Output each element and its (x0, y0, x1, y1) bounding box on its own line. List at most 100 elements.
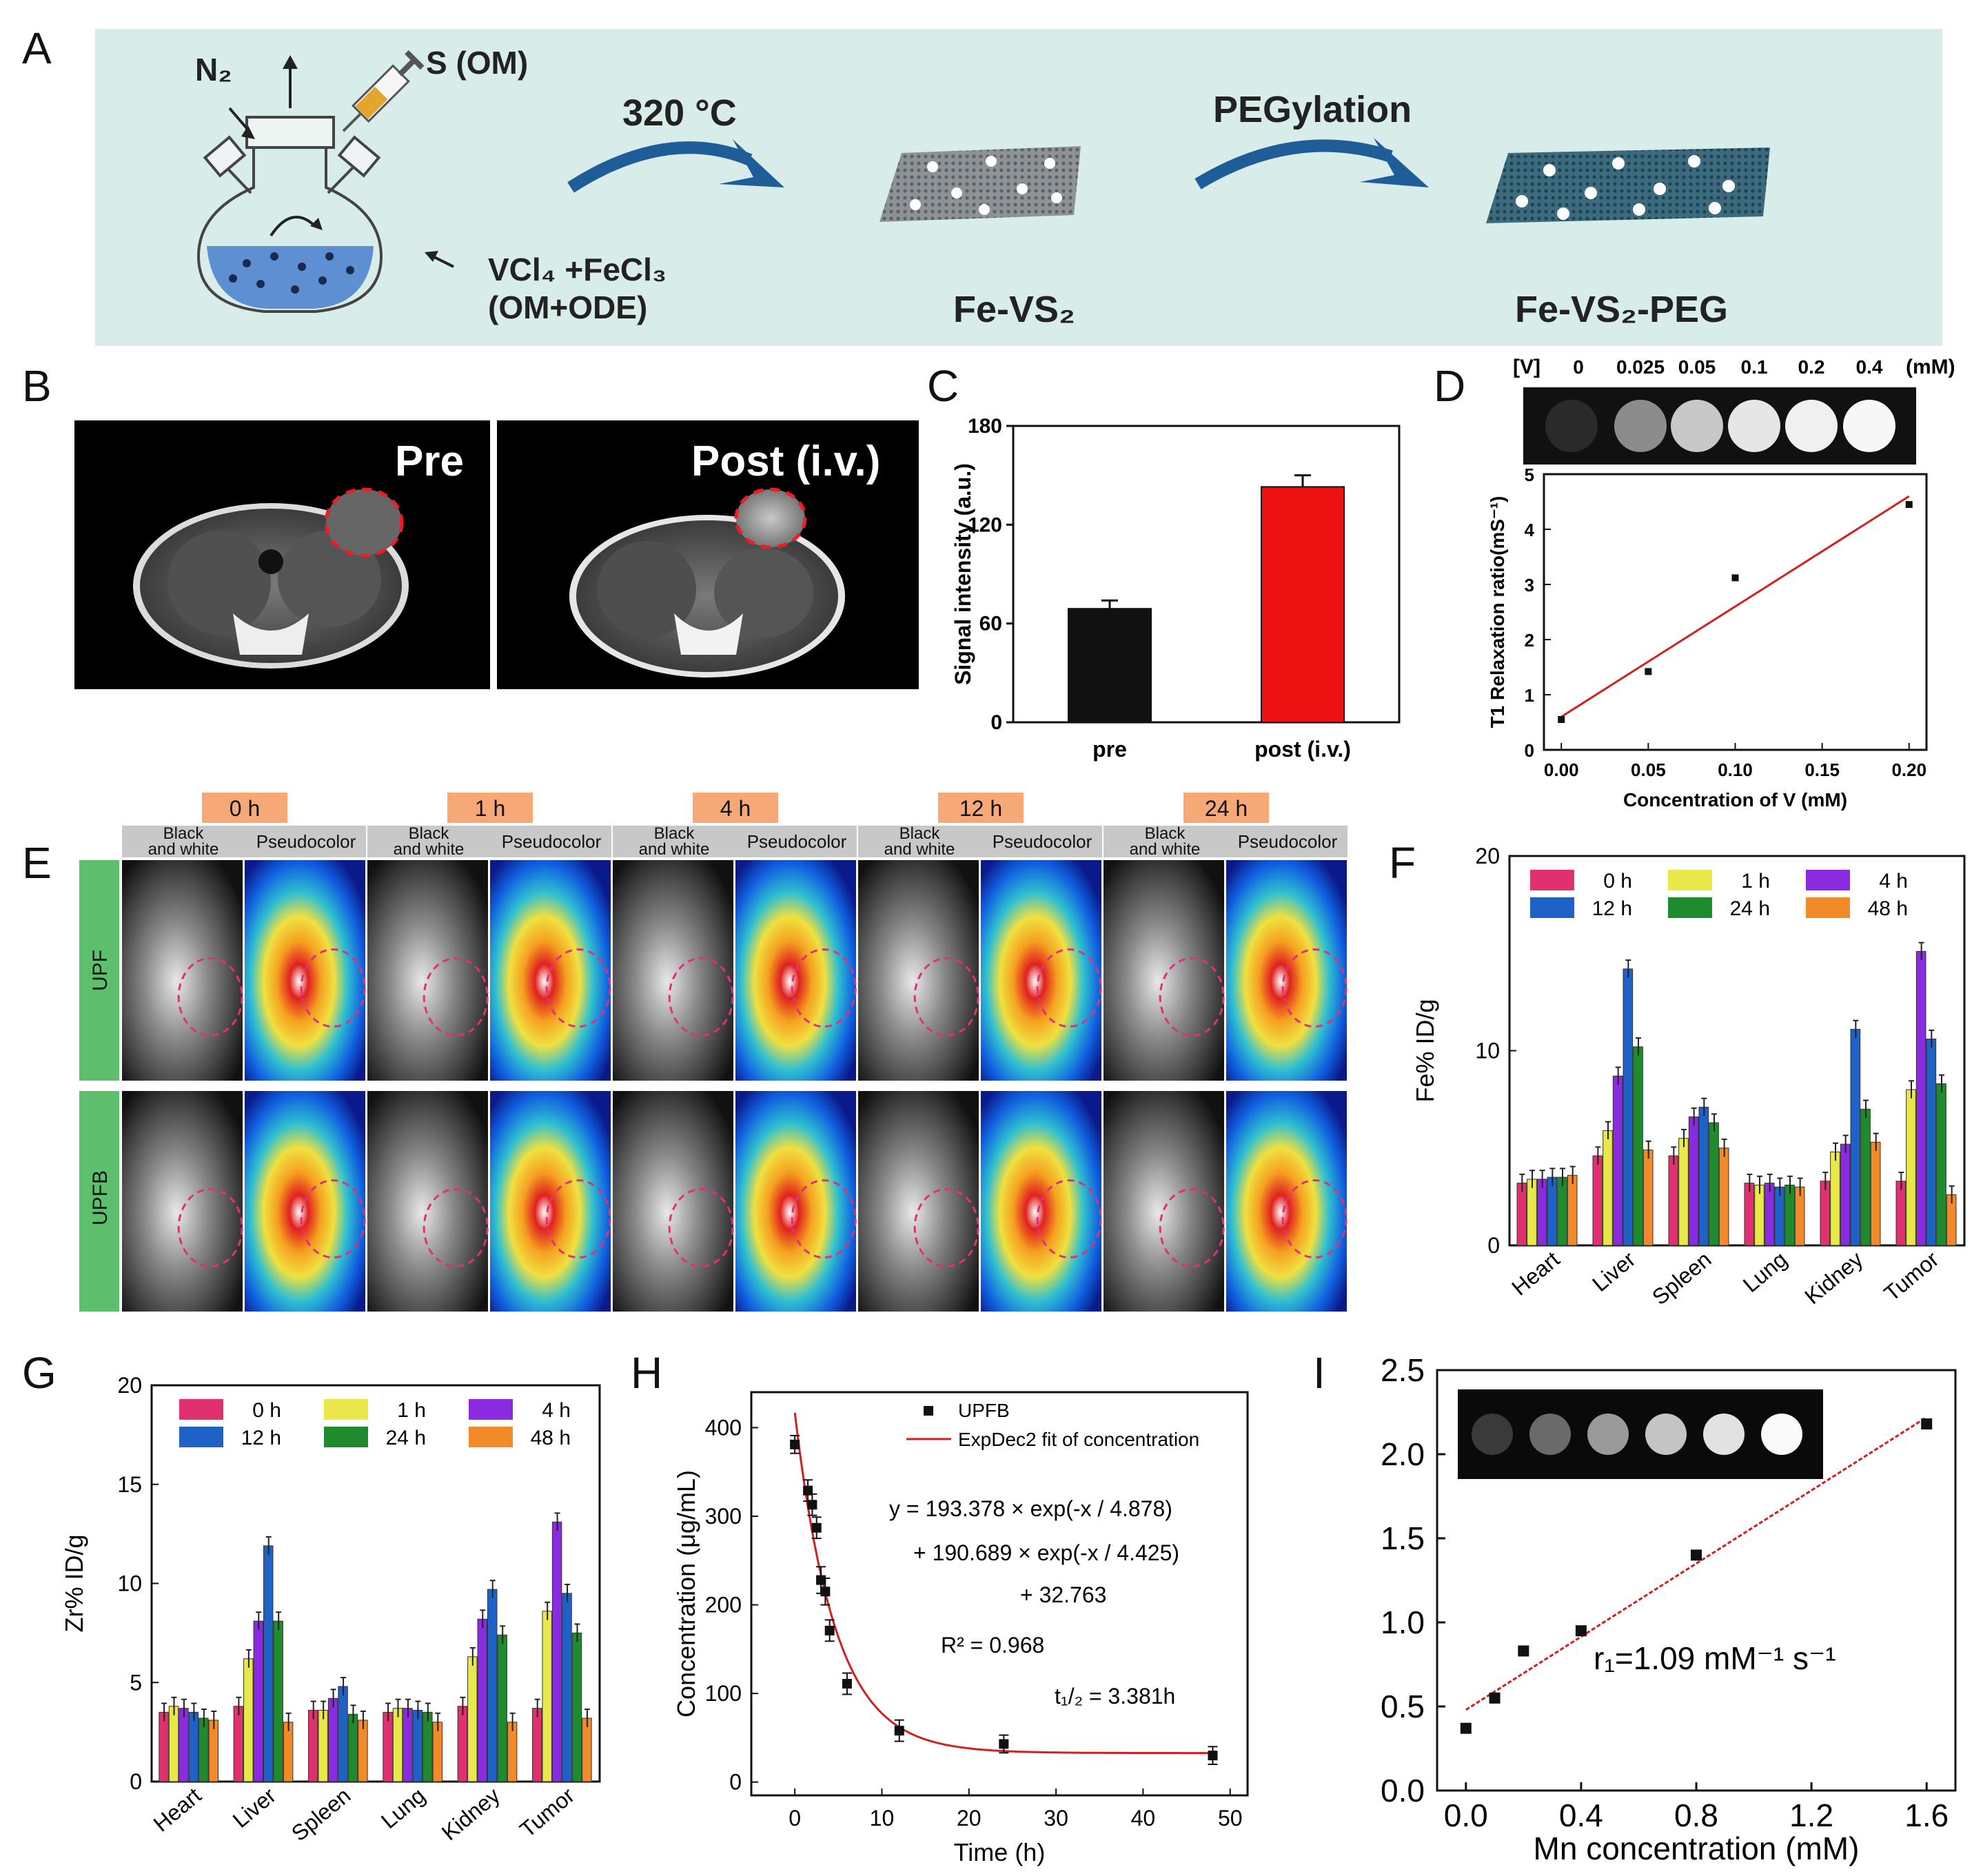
phantom-well (1843, 400, 1895, 452)
y-tick-label: 0 (729, 1770, 742, 1795)
bar-Heart-24h (1557, 1176, 1567, 1246)
bar-Liver-4h (253, 1620, 263, 1782)
row-label: UPFB (89, 1170, 112, 1225)
legend-swatch (1530, 897, 1574, 918)
bar-Heart-0h (1516, 1183, 1527, 1246)
phantom-well (1614, 400, 1667, 452)
legend-label: 24 h (386, 1427, 426, 1449)
bar-Lung-1h (392, 1708, 403, 1782)
legend-swatch (469, 1399, 513, 1420)
tumor-circle (300, 1179, 366, 1259)
legend-label: 48 h (531, 1427, 571, 1449)
phantom-well (1671, 400, 1723, 452)
y-tick-label: 400 (705, 1415, 742, 1440)
tumor-circle (423, 957, 489, 1037)
bar-Kidney-4h (1840, 1143, 1851, 1246)
phantom-well (1728, 400, 1780, 452)
row-label-bg (79, 860, 119, 1081)
x-tick-label: 40 (1131, 1806, 1156, 1831)
x-tick-label: 0.05 (1631, 759, 1666, 780)
x-tick-label: 50 (1218, 1806, 1243, 1831)
x-tick-label: Spleen (1647, 1247, 1716, 1310)
fe-vs2-dopants (910, 156, 1062, 215)
time-tag: 4 h (720, 796, 751, 821)
r-squared: R² = 0.968 (941, 1633, 1044, 1658)
bar-Kidney-12h (487, 1589, 498, 1782)
bar-Tumor-12h (1926, 1039, 1937, 1246)
data-point (1921, 1418, 1933, 1430)
bw-header: and white (884, 840, 955, 859)
panel-label-c: C (927, 361, 959, 411)
pseudocolor-header: Pseudocolor (502, 831, 602, 852)
legend-label: 12 h (1592, 897, 1632, 920)
time-tag-bg (693, 793, 778, 823)
data-point (842, 1679, 852, 1689)
tumor-circle (668, 1187, 734, 1267)
x-axis-label: Mn concentration (mM) (1534, 1831, 1860, 1866)
y-tick-label: 200 (705, 1593, 742, 1618)
tumor-circle (913, 1187, 979, 1267)
y-tick-label: 300 (705, 1504, 742, 1529)
column-header-bg (367, 826, 611, 857)
data-point (1575, 1625, 1587, 1637)
pseudocolor-image (1226, 1091, 1347, 1312)
x-tick-label: 0.15 (1804, 759, 1840, 780)
x-axis-label: Concentration of V (mM) (1623, 789, 1847, 810)
y-tick-label: 0 (990, 711, 1002, 734)
tumor-circle (1159, 1187, 1225, 1267)
bar-Kidney-48h (1870, 1141, 1881, 1246)
pseudocolor-header: Pseudocolor (993, 831, 1092, 852)
mri-images: Pre Post (i.v.) (74, 420, 919, 689)
pseudocolor-image (735, 860, 856, 1081)
bar-Tumor-1h (542, 1611, 552, 1782)
legend-label: 48 h (1868, 897, 1908, 920)
legend-label: 4 h (542, 1399, 571, 1422)
time-tag: 24 h (1205, 796, 1248, 821)
post-tumor-circle (734, 487, 807, 549)
tumor-circle (791, 1179, 857, 1259)
bar-Kidney-24h (1860, 1108, 1871, 1246)
legend-label: 0 h (252, 1399, 281, 1422)
y-tick-label: 2 (1525, 630, 1534, 651)
x-tick-label: 1.2 (1789, 1797, 1833, 1833)
tumor-circle (423, 1187, 489, 1267)
bw-header: and white (1130, 840, 1201, 859)
bar-Liver-1h (1603, 1130, 1613, 1246)
bar-Spleen-0h (1668, 1155, 1679, 1246)
temperature-label: 320 °C (622, 92, 737, 134)
fit-line (1465, 1416, 1928, 1711)
legend-fit: ExpDec2 fit of concentration (958, 1429, 1199, 1450)
x-tick-label: Heart (149, 1783, 206, 1837)
y-tick-label: 15 (117, 1472, 142, 1497)
data-point (1489, 1692, 1501, 1704)
bar-Liver-12h (1623, 968, 1634, 1246)
legend-swatch (1668, 870, 1712, 890)
legend-point: UPFB (958, 1400, 1010, 1421)
bar-Tumor-24h (1936, 1083, 1946, 1246)
data-point (1208, 1751, 1218, 1761)
bar-Lung-12h (412, 1710, 423, 1782)
pseudocolor-header: Pseudocolor (256, 831, 356, 852)
x-tick-label: Liver (228, 1783, 281, 1833)
y-tick-label: 20 (1475, 844, 1500, 868)
y-tick-label: 1 (1525, 685, 1534, 706)
y-axis-label: Zr% ID/g (60, 1534, 88, 1632)
column-header-bg (613, 826, 857, 857)
bar-Heart-12h (188, 1711, 199, 1782)
bar-Lung-24h (423, 1711, 433, 1782)
stir-arrow (270, 216, 316, 237)
phantom-conc-label: 0.025 (1616, 356, 1665, 378)
data-point (999, 1739, 1009, 1749)
y-tick-label: 2.5 (1381, 1352, 1425, 1388)
bar-pre (1068, 608, 1152, 723)
precursor-arrow (432, 255, 454, 268)
bar-Heart-24h (199, 1717, 209, 1782)
bw-header: and white (394, 840, 465, 859)
data-point (807, 1500, 817, 1510)
pharmacokinetics-chart: 0 100 200 300 400 0 10 20 30 40 50 UPFB ExpDec2 fit … (672, 1391, 1249, 1866)
row-label-bg (79, 1091, 119, 1312)
bar-Kidney-1h (467, 1656, 478, 1782)
data-point (820, 1587, 831, 1597)
legend-swatch (179, 1399, 223, 1420)
x-tick-label: 0.20 (1891, 759, 1926, 780)
